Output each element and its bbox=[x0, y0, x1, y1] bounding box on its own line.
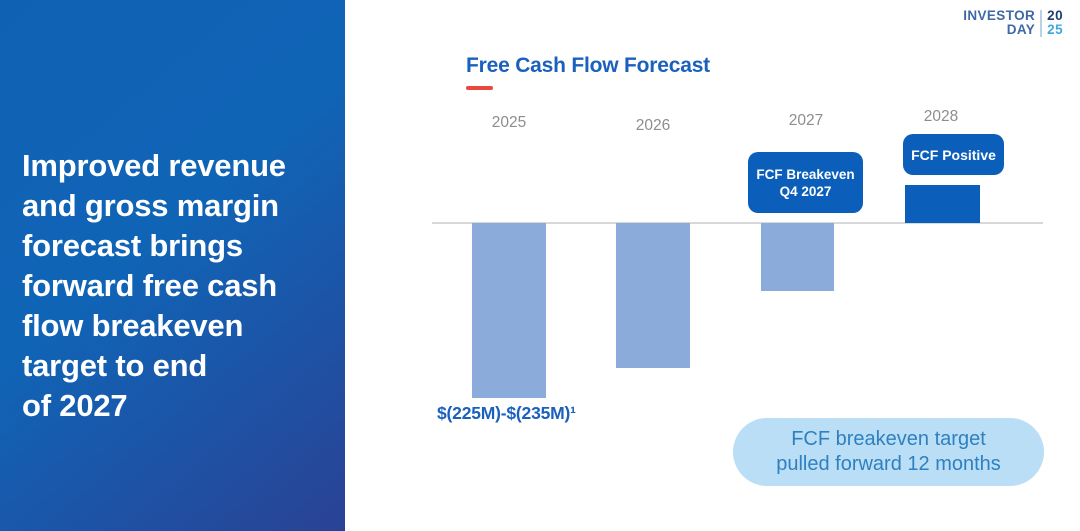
fcf-breakeven-callout: FCF Breakeven Q4 2027 bbox=[748, 152, 863, 213]
chart-title: Free Cash Flow Forecast bbox=[466, 54, 710, 77]
logo-wordmark: INVESTOR DAY bbox=[963, 9, 1035, 37]
x-axis-line bbox=[432, 222, 1043, 224]
fcf-positive-callout: FCF Positive bbox=[903, 134, 1004, 175]
headline-text: Improved revenue and gross margin foreca… bbox=[22, 148, 286, 423]
logo-year-25: 25 bbox=[1047, 22, 1063, 37]
logo-divider bbox=[1040, 9, 1043, 37]
bar-2027 bbox=[761, 223, 834, 291]
breakeven-target-pill: FCF breakeven target pulled forward 12 m… bbox=[733, 418, 1044, 486]
bar-2026 bbox=[616, 223, 690, 368]
year-label-2027: 2027 bbox=[788, 112, 824, 129]
year-label-2026: 2026 bbox=[635, 117, 671, 134]
logo-day: DAY bbox=[1006, 22, 1036, 37]
value-label-2025: $(225M)-$(235M)¹ bbox=[437, 403, 576, 423]
bar-2025 bbox=[472, 223, 546, 398]
year-label-2025: 2025 bbox=[491, 114, 527, 131]
headline-panel: Improved revenue and gross margin foreca… bbox=[0, 0, 345, 531]
title-underline-accent bbox=[466, 86, 493, 90]
logo-year-20: 20 bbox=[1047, 8, 1063, 23]
logo-investor: INVESTOR bbox=[963, 8, 1036, 23]
year-label-2028: 2028 bbox=[923, 108, 959, 125]
investor-day-logo: INVESTOR DAY 20 25 bbox=[963, 9, 1063, 37]
logo-year: 20 25 bbox=[1047, 9, 1063, 37]
bar-2028 bbox=[905, 185, 980, 223]
